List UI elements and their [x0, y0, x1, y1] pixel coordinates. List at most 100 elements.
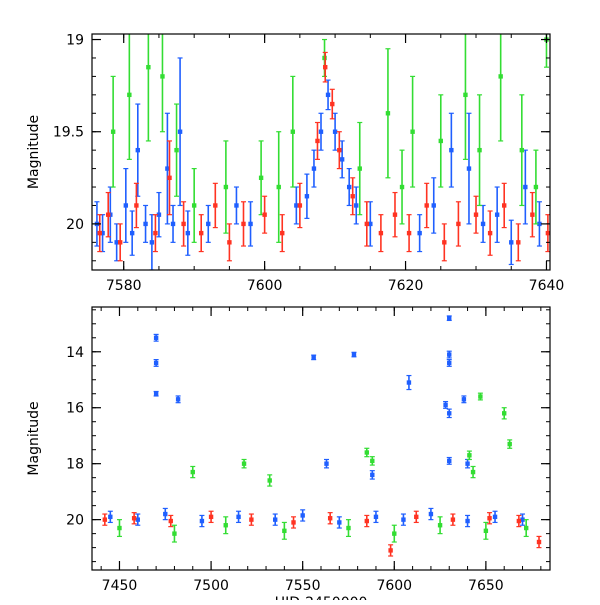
- top-point-red-9: [227, 240, 232, 245]
- bottom-point-blue-21: [236, 514, 241, 520]
- bottom-point-green-10: [117, 525, 122, 531]
- bottom-point-blue-27: [428, 511, 434, 517]
- top-point-blue-3: [114, 240, 119, 245]
- top-point-red-14: [315, 138, 320, 144]
- bottom-point-blue-10: [447, 360, 452, 366]
- top-point-blue-29: [449, 147, 454, 153]
- bottom-point-green-1: [241, 461, 247, 466]
- top-point-green-11: [357, 166, 362, 171]
- top-point-red-26: [473, 212, 479, 217]
- top-point-green-9: [290, 129, 296, 134]
- top-point-blue-35: [537, 221, 542, 227]
- top-point-blue-6: [135, 147, 140, 153]
- top-point-green-12: [385, 111, 391, 116]
- bottom-x-tick-label: 7450: [102, 578, 138, 594]
- bottom-point-blue-13: [461, 397, 467, 402]
- bottom-point-blue-6: [406, 380, 412, 385]
- bottom-point-red-12: [516, 518, 522, 524]
- top-point-red-3: [134, 203, 139, 208]
- bottom-point-blue-3: [175, 397, 181, 402]
- top-point-blue-9: [156, 212, 162, 217]
- top-point-red-16: [330, 101, 335, 107]
- top-point-green-5: [191, 203, 197, 208]
- bottom-point-green-13: [282, 528, 287, 534]
- top-y-axis-title: Magnitude: [26, 115, 42, 189]
- top-point-blue-13: [185, 230, 191, 236]
- top-point-blue-14: [206, 221, 211, 227]
- bottom-point-blue-14: [465, 461, 470, 466]
- top-point-red-6: [181, 221, 186, 227]
- bottom-point-blue-29: [492, 514, 498, 520]
- bottom-x-tick-label: 7550: [285, 578, 321, 594]
- bottom-point-blue-1: [153, 360, 159, 366]
- bottom-point-red-8: [388, 548, 393, 553]
- top-y-tick-label: 19.5: [53, 125, 84, 141]
- top-point-red-19: [364, 221, 369, 227]
- bottom-point-blue-16: [370, 472, 375, 478]
- top-data-layer: [94, 34, 550, 270]
- top-point-blue-15: [234, 203, 239, 208]
- top-point-blue-17: [294, 203, 299, 208]
- bottom-point-red-4: [249, 517, 254, 522]
- top-point-green-13: [399, 184, 405, 190]
- top-point-green-4: [174, 147, 179, 153]
- top-point-blue-25: [354, 203, 359, 208]
- bottom-point-blue-11: [447, 411, 452, 416]
- top-x-tick-label: 7580: [106, 278, 142, 294]
- top-point-blue-10: [165, 166, 170, 171]
- bottom-point-green-17: [483, 528, 489, 534]
- top-point-green-18: [498, 74, 503, 79]
- bottom-point-blue-9: [447, 352, 452, 357]
- top-point-red-30: [530, 212, 535, 217]
- top-point-green-17: [477, 147, 482, 153]
- bottom-point-blue-17: [108, 514, 113, 520]
- top-point-blue-28: [431, 203, 436, 208]
- top-x-tick-label: 7620: [388, 278, 424, 294]
- top-point-blue-34: [523, 184, 528, 190]
- bottom-x-axis-title: HJD-2450000: [275, 595, 368, 600]
- bottom-point-red-5: [291, 520, 296, 525]
- bottom-x-tick-label: 7500: [193, 578, 229, 594]
- bottom-point-blue-8: [447, 315, 452, 321]
- bottom-point-blue-24: [337, 520, 342, 525]
- bottom-point-blue-2: [153, 391, 159, 396]
- top-point-blue-19: [311, 166, 317, 171]
- top-point-red-29: [516, 240, 521, 245]
- bottom-point-red-11: [487, 516, 492, 521]
- top-point-red-21: [392, 212, 398, 217]
- bottom-plot-frame: [91, 306, 551, 571]
- bottom-point-red-9: [414, 514, 419, 520]
- bottom-point-red-3: [208, 514, 214, 520]
- bottom-point-blue-22: [273, 517, 278, 522]
- bottom-y-tick-label: 16: [66, 401, 84, 417]
- top-point-red-28: [502, 203, 507, 208]
- bottom-point-blue-20: [199, 518, 205, 524]
- bottom-point-blue-5: [351, 352, 357, 357]
- top-point-red-18: [350, 194, 355, 199]
- bottom-point-blue-15: [324, 461, 329, 466]
- bottom-point-blue-30: [520, 517, 525, 522]
- bottom-x-tick-label: 7600: [376, 578, 412, 594]
- top-point-blue-4: [123, 203, 129, 208]
- top-point-red-10: [241, 221, 246, 227]
- bottom-panel: 7450 7500 7550 7600 7650 14 16 18 20 Magnitude HJD…: [26, 306, 551, 605]
- top-point-red-8: [213, 203, 218, 208]
- bottom-y-axis-title: Magnitude: [26, 401, 42, 475]
- top-point-blue-20: [318, 129, 324, 134]
- top-point-red-5: [167, 175, 172, 181]
- bottom-point-blue-28: [465, 518, 470, 524]
- bottom-point-red-1: [131, 516, 137, 521]
- top-point-blue-18: [304, 194, 310, 199]
- bottom-point-blue-26: [401, 517, 406, 522]
- top-point-blue-5: [129, 230, 135, 236]
- top-point-red-11: [262, 212, 267, 217]
- bottom-y-tick-label: 18: [66, 457, 84, 473]
- top-point-green-8: [276, 184, 281, 190]
- bottom-point-green-18: [523, 525, 529, 531]
- top-point-blue-32: [494, 212, 500, 217]
- top-point-blue-8: [149, 240, 155, 245]
- top-point-red-20: [378, 230, 384, 236]
- top-panel: 7580 7600 7620 7640 19 19.5 20 Magnitude: [26, 33, 564, 294]
- bottom-point-blue-7: [443, 402, 448, 408]
